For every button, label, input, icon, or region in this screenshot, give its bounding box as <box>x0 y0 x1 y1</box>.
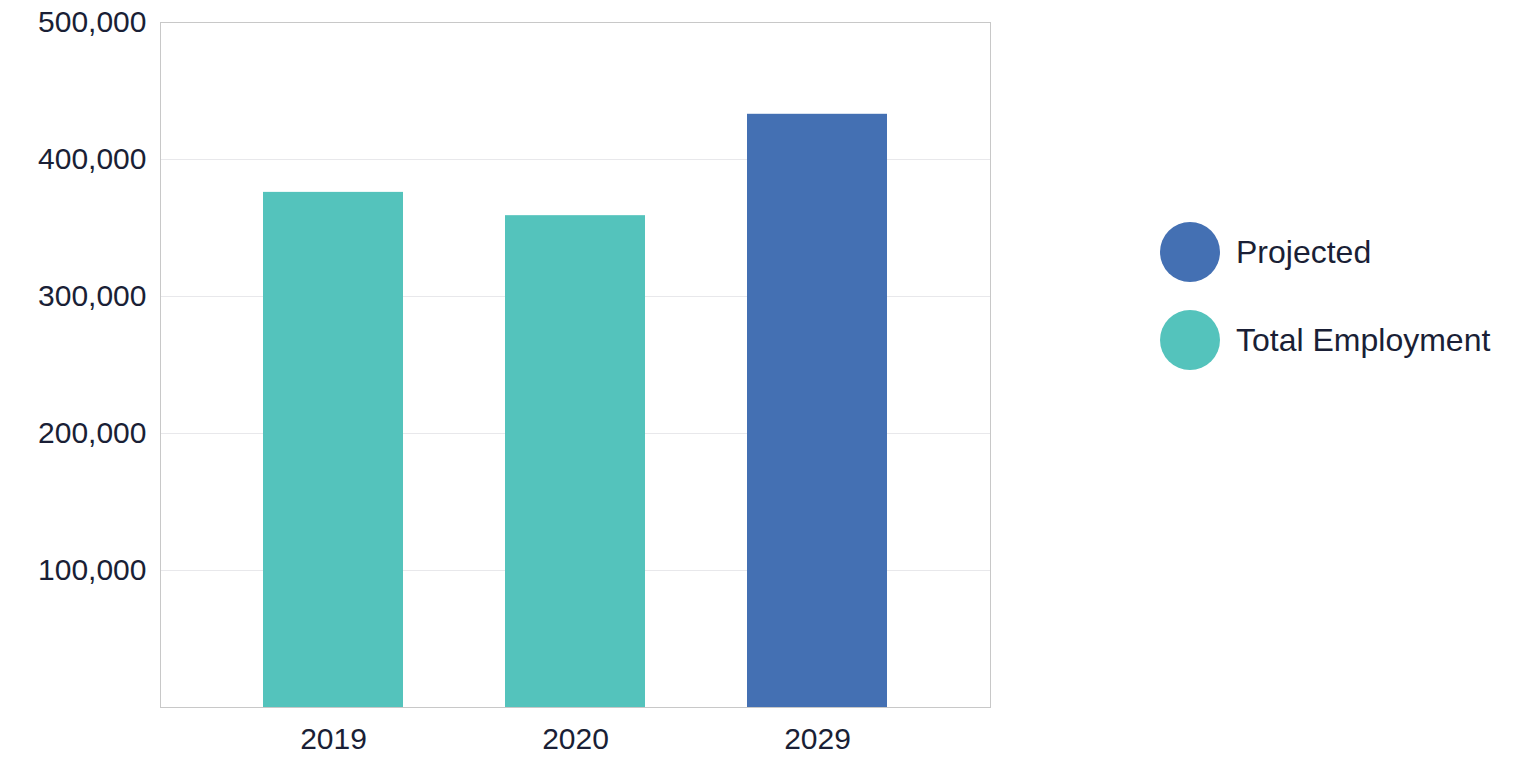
svg-text:300,000: 300,000 <box>38 279 146 312</box>
svg-text:2029: 2029 <box>784 722 851 755</box>
html-text:Projected: Projected <box>1236 233 1372 270</box>
svg-text:400,000: 400,000 <box>38 142 146 175</box>
html-text:Total Employment: Total Employment <box>1236 321 1491 358</box>
svg-text:2020: 2020 <box>542 722 609 755</box>
svg-text:200,000: 200,000 <box>38 416 146 449</box>
svg-text:500,000: 500,000 <box>38 5 146 38</box>
svg-text:100,000: 100,000 <box>38 553 146 586</box>
svg-text:2019: 2019 <box>300 722 367 755</box>
